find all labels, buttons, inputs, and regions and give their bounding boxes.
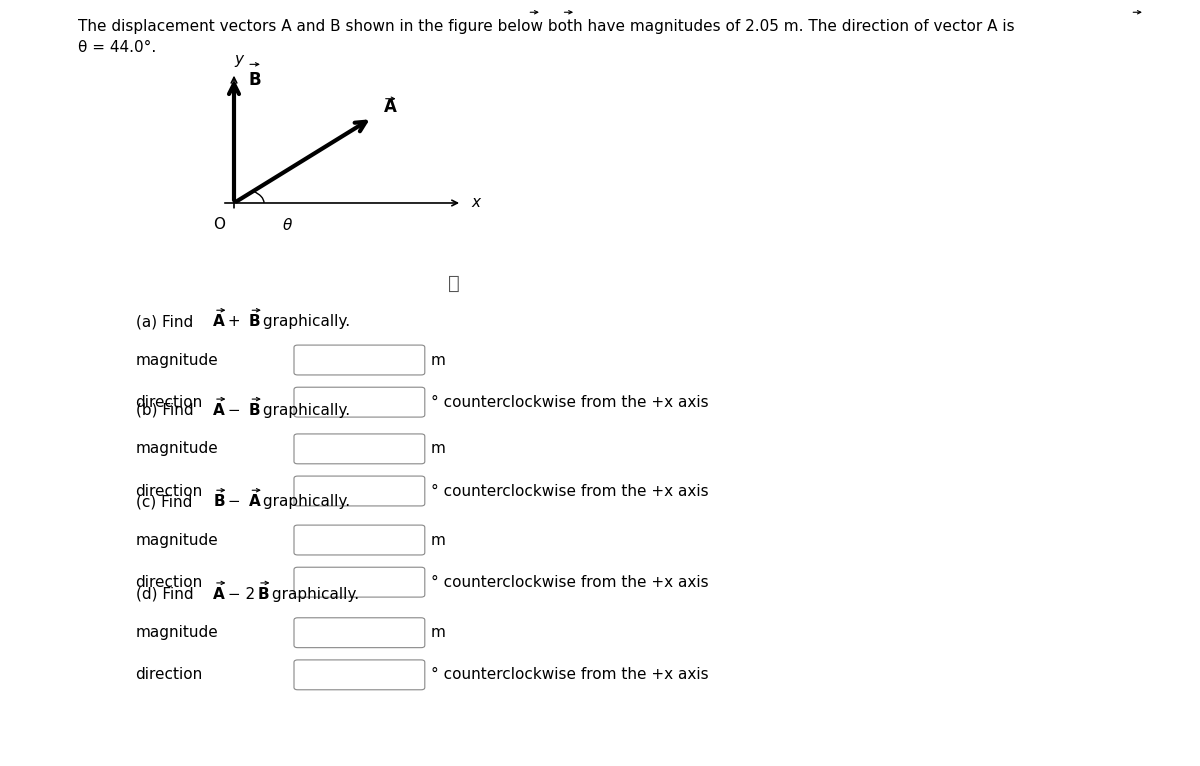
Text: ⓘ: ⓘ	[448, 274, 460, 293]
Text: O: O	[214, 217, 226, 232]
Text: graphically.: graphically.	[258, 403, 350, 418]
Text: y: y	[234, 51, 244, 67]
Text: x: x	[472, 195, 480, 211]
FancyBboxPatch shape	[294, 388, 425, 417]
Text: B: B	[248, 314, 260, 329]
Text: −: −	[223, 403, 245, 418]
Text: magnitude: magnitude	[136, 532, 218, 548]
Text: magnitude: magnitude	[136, 441, 218, 457]
Text: B: B	[248, 71, 262, 90]
Text: A: A	[248, 494, 260, 509]
Text: m: m	[431, 532, 445, 548]
Text: (c) Find: (c) Find	[136, 494, 197, 509]
FancyBboxPatch shape	[294, 434, 425, 464]
Text: $\theta$: $\theta$	[282, 217, 294, 233]
Text: m: m	[431, 625, 445, 640]
Text: B: B	[258, 587, 269, 602]
Text: A: A	[214, 314, 226, 329]
FancyBboxPatch shape	[294, 617, 425, 647]
Text: direction: direction	[136, 394, 203, 410]
FancyBboxPatch shape	[294, 567, 425, 597]
Text: (a) Find: (a) Find	[136, 314, 198, 329]
Text: ° counterclockwise from the +x axis: ° counterclockwise from the +x axis	[431, 483, 708, 499]
Text: m: m	[431, 441, 445, 457]
Text: B: B	[214, 494, 224, 509]
FancyBboxPatch shape	[294, 345, 425, 375]
FancyBboxPatch shape	[294, 476, 425, 506]
Text: magnitude: magnitude	[136, 625, 218, 640]
FancyBboxPatch shape	[294, 525, 425, 555]
Text: (b) Find: (b) Find	[136, 403, 198, 418]
Text: direction: direction	[136, 483, 203, 499]
Text: The displacement vectors A and B shown in the figure below both have magnitudes : The displacement vectors A and B shown i…	[78, 19, 1015, 34]
Text: graphically.: graphically.	[258, 494, 350, 509]
Text: A: A	[384, 98, 397, 116]
Text: graphically.: graphically.	[258, 314, 350, 329]
Text: magnitude: magnitude	[136, 352, 218, 368]
Text: θ = 44.0°.: θ = 44.0°.	[78, 40, 156, 55]
Text: − 2: − 2	[223, 587, 254, 602]
FancyBboxPatch shape	[294, 660, 425, 689]
Text: A: A	[214, 403, 226, 418]
Text: −: −	[223, 494, 245, 509]
Text: A: A	[214, 587, 226, 602]
Text: (d) Find: (d) Find	[136, 587, 198, 602]
Text: +: +	[223, 314, 245, 329]
Text: B: B	[248, 403, 260, 418]
Text: ° counterclockwise from the +x axis: ° counterclockwise from the +x axis	[431, 394, 708, 410]
Text: ° counterclockwise from the +x axis: ° counterclockwise from the +x axis	[431, 574, 708, 590]
Text: ° counterclockwise from the +x axis: ° counterclockwise from the +x axis	[431, 667, 708, 683]
Text: direction: direction	[136, 667, 203, 683]
Text: graphically.: graphically.	[266, 587, 359, 602]
Text: direction: direction	[136, 574, 203, 590]
Text: m: m	[431, 352, 445, 368]
